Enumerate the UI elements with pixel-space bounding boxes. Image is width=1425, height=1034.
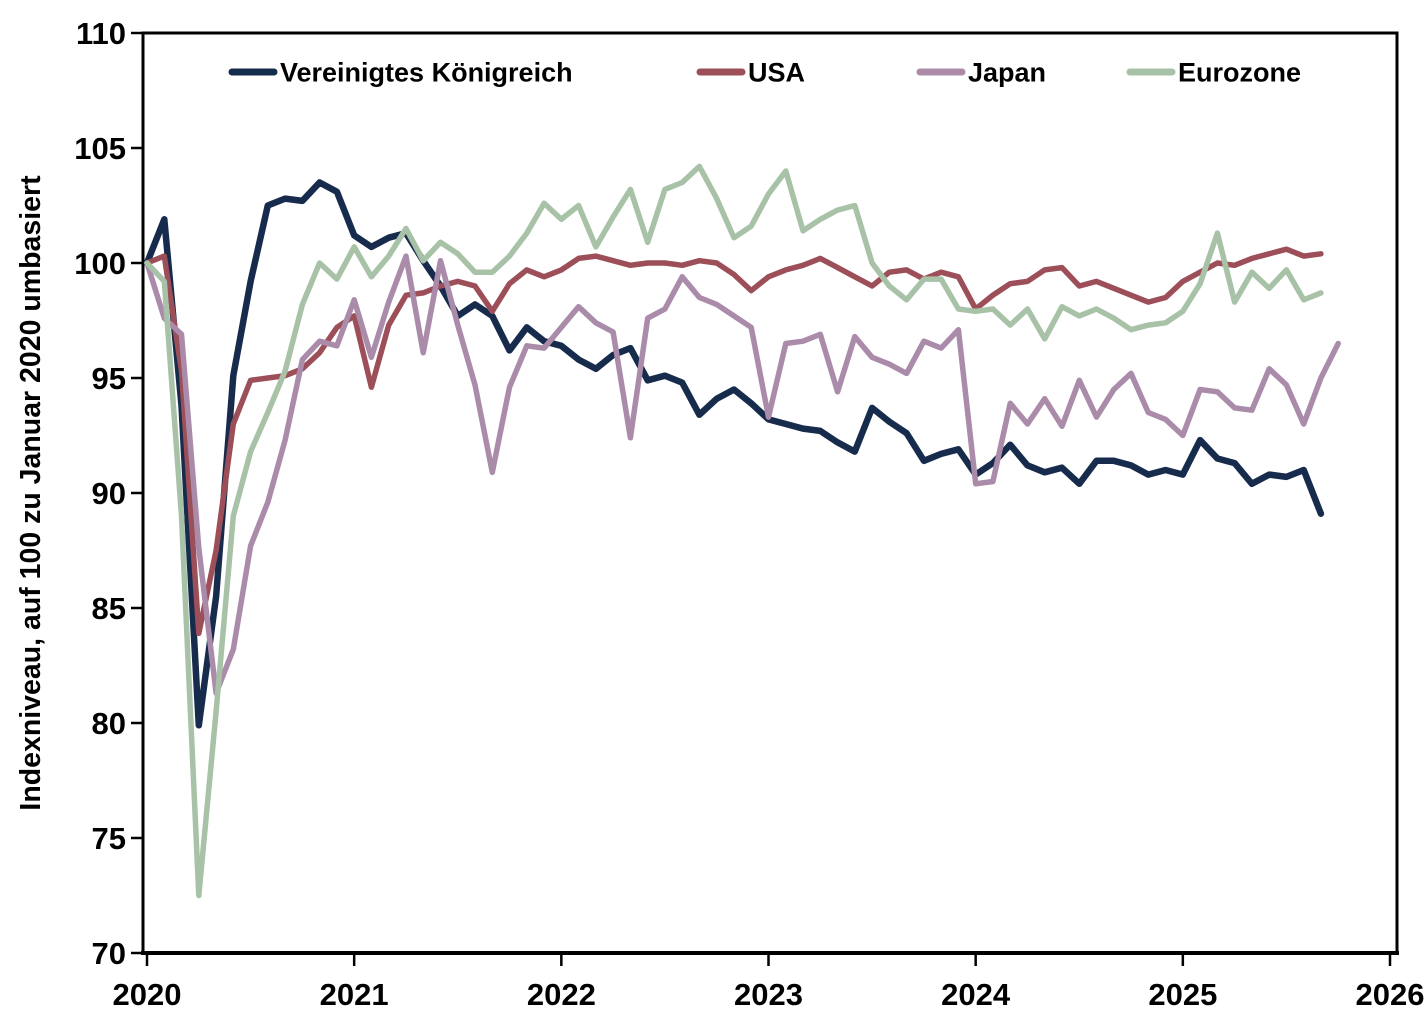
legend-item-uk: Vereinigtes Königreich xyxy=(228,58,573,88)
axis-ticks: 110 105 100 95 90 85 80 75 70 2020 2021 2022 2023 202… xyxy=(74,16,1424,1012)
y-tick-label: 70 xyxy=(92,936,126,971)
legend-item-eurozone: Eurozone xyxy=(1126,58,1301,88)
series-line-uk xyxy=(143,179,1325,729)
series-line-usa xyxy=(144,246,1324,637)
x-tick-label: 2026 xyxy=(1356,977,1425,1012)
x-tick-label: 2023 xyxy=(734,977,803,1012)
legend-item-japan: Japan xyxy=(916,58,1046,88)
legend: Vereinigtes Königreich USA Japan Eurozone xyxy=(228,58,1301,88)
y-tick-label: 75 xyxy=(92,821,126,856)
plot-border xyxy=(141,31,1399,955)
x-tick-label: 2025 xyxy=(1148,977,1217,1012)
legend-label: Japan xyxy=(968,58,1046,88)
y-tick-label: 85 xyxy=(92,591,126,626)
x-tick-label: 2024 xyxy=(941,977,1011,1012)
y-axis-title: Indexniveau, auf 100 zu Januar 2020 umba… xyxy=(15,175,47,811)
y-tick-label: 80 xyxy=(92,706,126,741)
legend-label: Vereinigtes Königreich xyxy=(280,58,573,88)
y-tick-label: 105 xyxy=(74,131,126,166)
y-tick-label: 95 xyxy=(92,361,126,396)
y-tick-label: 110 xyxy=(76,16,126,51)
legend-label: Eurozone xyxy=(1178,58,1301,88)
legend-item-usa: USA xyxy=(696,58,805,88)
series-line-japan xyxy=(144,253,1341,696)
x-tick-label: 2021 xyxy=(320,977,389,1012)
series-line-eurozone xyxy=(144,163,1324,899)
legend-label: USA xyxy=(748,58,805,88)
x-tick-label: 2022 xyxy=(527,977,596,1012)
series-lines xyxy=(143,163,1341,899)
y-tick-label: 100 xyxy=(74,246,126,281)
x-tick-label: 2020 xyxy=(113,977,182,1012)
y-tick-label: 90 xyxy=(92,476,126,511)
